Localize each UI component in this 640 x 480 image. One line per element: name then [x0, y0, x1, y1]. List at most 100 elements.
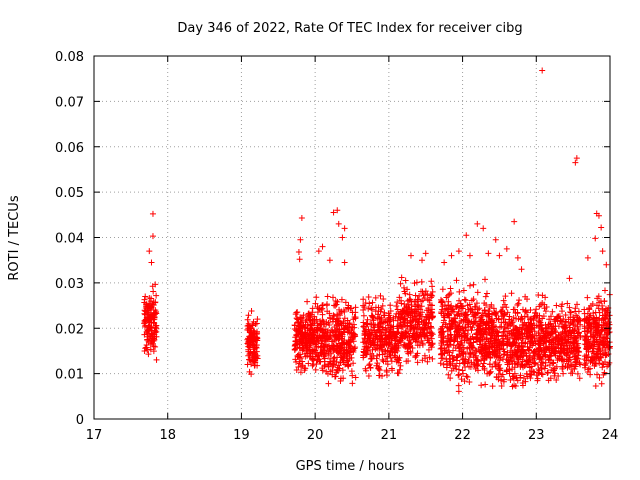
- data-point: [376, 315, 383, 322]
- data-point: [598, 380, 605, 387]
- data-point: [328, 350, 335, 357]
- data-point: [365, 332, 372, 339]
- data-point: [251, 356, 258, 363]
- data-point: [313, 316, 320, 323]
- data-point: [296, 256, 303, 263]
- data-point: [429, 283, 436, 290]
- data-point: [301, 323, 308, 330]
- data-point: [299, 358, 306, 365]
- data-point: [418, 303, 425, 310]
- data-point: [387, 302, 394, 309]
- data-point: [152, 281, 159, 288]
- data-point: [352, 333, 359, 340]
- data-point: [485, 250, 492, 257]
- data-point: [377, 308, 384, 315]
- data-point: [379, 302, 386, 309]
- data-point: [398, 323, 405, 330]
- data-point: [496, 366, 503, 373]
- data-point: [147, 298, 154, 305]
- data-point: [397, 362, 404, 369]
- data-point: [324, 301, 331, 308]
- data-point: [319, 311, 326, 318]
- data-point: [377, 319, 384, 326]
- data-point: [342, 299, 349, 306]
- data-point: [248, 371, 255, 378]
- x-tick-label: 24: [602, 428, 619, 443]
- data-point: [248, 330, 255, 337]
- data-point: [345, 305, 352, 312]
- data-point: [347, 351, 354, 358]
- data-point: [382, 331, 389, 338]
- data-point: [483, 290, 490, 297]
- data-point: [153, 310, 160, 317]
- data-point: [248, 361, 255, 368]
- data-point: [412, 292, 419, 299]
- data-point: [403, 358, 410, 365]
- data-point: [489, 383, 496, 390]
- data-point: [429, 288, 436, 295]
- data-point: [254, 316, 261, 323]
- data-point: [350, 348, 357, 355]
- data-point: [370, 324, 377, 331]
- data-point: [592, 383, 599, 390]
- data-point: [366, 300, 373, 307]
- data-point: [338, 296, 345, 303]
- data-point: [324, 308, 331, 315]
- data-point: [339, 339, 346, 346]
- data-point: [294, 319, 301, 326]
- data-point: [141, 323, 148, 330]
- data-point: [321, 350, 328, 357]
- data-point: [341, 329, 348, 336]
- data-point: [340, 318, 347, 325]
- data-point: [365, 294, 372, 301]
- data-point: [376, 351, 383, 358]
- data-point: [148, 259, 155, 266]
- data-point: [416, 324, 423, 331]
- data-point: [404, 317, 411, 324]
- data-point: [298, 363, 305, 370]
- data-point: [350, 360, 357, 367]
- data-point: [417, 329, 424, 336]
- data-point: [141, 296, 148, 303]
- data-point: [254, 328, 261, 335]
- data-point: [324, 370, 331, 377]
- data-point: [404, 348, 411, 355]
- data-point: [406, 291, 413, 298]
- data-point: [315, 338, 321, 345]
- data-point: [337, 310, 344, 317]
- data-point: [389, 367, 396, 374]
- data-point: [392, 313, 399, 320]
- data-point: [406, 297, 413, 304]
- data-point: [142, 345, 149, 352]
- data-point: [319, 347, 326, 354]
- data-point: [518, 266, 525, 273]
- data-point: [348, 368, 355, 375]
- data-point: [350, 316, 357, 323]
- data-point: [330, 343, 337, 350]
- data-point: [368, 341, 375, 348]
- data-point: [503, 245, 510, 252]
- data-point: [312, 353, 319, 360]
- data-point: [145, 327, 152, 334]
- axis-ticks: [93, 55, 611, 420]
- x-tick-label: 21: [381, 428, 398, 443]
- data-point: [455, 388, 462, 395]
- data-point: [150, 348, 157, 355]
- data-point: [326, 322, 333, 329]
- data-point: [388, 323, 395, 330]
- data-point: [307, 314, 314, 321]
- data-point: [503, 367, 510, 374]
- data-point: [303, 347, 310, 354]
- data-point: [144, 309, 151, 316]
- data-point: [244, 316, 251, 323]
- data-point: [387, 314, 394, 321]
- y-tick-label: 0.01: [55, 368, 84, 383]
- data-point: [245, 346, 252, 353]
- data-point: [334, 364, 341, 371]
- data-point: [428, 278, 435, 285]
- data-point: [293, 309, 300, 316]
- data-points: [141, 67, 613, 395]
- data-point: [146, 248, 153, 255]
- data-point: [145, 316, 152, 323]
- data-point: [474, 289, 481, 296]
